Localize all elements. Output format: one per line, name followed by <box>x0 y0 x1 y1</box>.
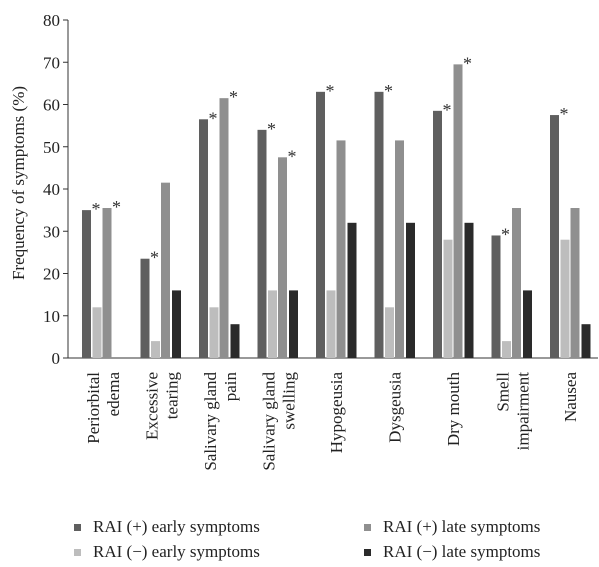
bar-3-9 <box>570 208 580 358</box>
bar-2-9 <box>560 239 570 358</box>
bar-1-7 <box>433 110 442 359</box>
bar-1-3 <box>199 119 208 358</box>
bar-1-1 <box>82 210 91 358</box>
bar-3-6 <box>395 140 404 358</box>
y-tick-label: 80 <box>43 11 60 30</box>
bar-1-9 <box>550 115 559 358</box>
bar-3-4 <box>278 157 287 358</box>
y-tick-label: 70 <box>43 53 60 72</box>
y-tick-label: 60 <box>43 96 60 115</box>
bar-3-5 <box>336 140 346 358</box>
category-label: Nausea <box>561 372 580 422</box>
bar-3-8 <box>512 208 521 358</box>
bar-1-6 <box>374 91 384 358</box>
bar-2-4 <box>268 290 277 358</box>
bar-1-5 <box>316 91 325 358</box>
significance-star: * <box>209 108 218 128</box>
y-tick-label: 10 <box>43 307 60 326</box>
category-label: Dry mouth <box>444 372 463 447</box>
bar-2-8 <box>502 341 511 358</box>
y-tick-label: 50 <box>43 138 60 157</box>
bar-3-7 <box>453 64 463 359</box>
category-label: Salivary gland <box>260 372 279 471</box>
category-label: impairment <box>514 372 533 451</box>
bar-4-5 <box>347 222 357 358</box>
y-tick-label: 0 <box>52 349 61 368</box>
bar-2-2 <box>151 341 160 358</box>
category-label: Periorbital <box>84 372 103 444</box>
significance-star: * <box>229 87 238 107</box>
bar-2-7 <box>443 239 453 358</box>
significance-star: * <box>326 81 335 101</box>
category-labels: Periorbital edema Excessive tearing Salivary… <box>84 372 580 471</box>
significance-star: * <box>112 197 121 217</box>
bar-2-3 <box>209 307 219 358</box>
significance-star: * <box>267 119 276 139</box>
y-axis-title: Frequency of symptoms (%) <box>9 86 28 280</box>
bar-4-9 <box>581 324 591 358</box>
category-label: swelling <box>280 372 299 430</box>
significance-star: * <box>463 53 472 73</box>
category-label: Excessive <box>143 372 162 440</box>
category-label: Hypogeusia <box>327 372 346 454</box>
bar-4-3 <box>230 324 240 358</box>
category-label: edema <box>104 372 123 417</box>
significance-star: * <box>150 248 159 268</box>
bar-3-1 <box>102 208 112 358</box>
significance-star: * <box>443 100 452 120</box>
bar-4-6 <box>406 222 415 358</box>
category-label: Dysgeusia <box>386 372 405 443</box>
bar-1-2 <box>140 258 150 358</box>
bar-3-2 <box>161 182 170 358</box>
y-tick-label: 40 <box>43 180 60 199</box>
significance-star: * <box>92 199 101 219</box>
significance-star: * <box>288 146 297 166</box>
y-tick-label: 30 <box>43 222 60 241</box>
bar-2-5 <box>326 290 336 358</box>
bar-4-2 <box>172 290 181 358</box>
bar-1-8 <box>491 235 501 358</box>
bar-4-8 <box>523 290 532 358</box>
category-label: pain <box>221 372 240 402</box>
bar-1-4 <box>257 129 267 358</box>
category-label: tearing <box>163 372 182 420</box>
bar-2-6 <box>385 307 394 358</box>
bar-4-7 <box>464 222 474 358</box>
significance-star: * <box>384 81 393 101</box>
significance-star: * <box>560 104 569 124</box>
significance-markers: * * * * * * * * * * * * * <box>92 53 569 267</box>
bars <box>82 64 591 359</box>
significance-star: * <box>501 224 510 244</box>
category-label: Salivary gland <box>201 372 220 471</box>
y-axis: 0 10 20 30 40 50 60 70 80 <box>43 11 69 368</box>
category-label: Smell <box>494 372 513 412</box>
y-tick-label: 20 <box>43 265 60 284</box>
bar-4-4 <box>289 290 298 358</box>
bar-2-1 <box>92 307 102 358</box>
bar-3-3 <box>219 98 229 358</box>
